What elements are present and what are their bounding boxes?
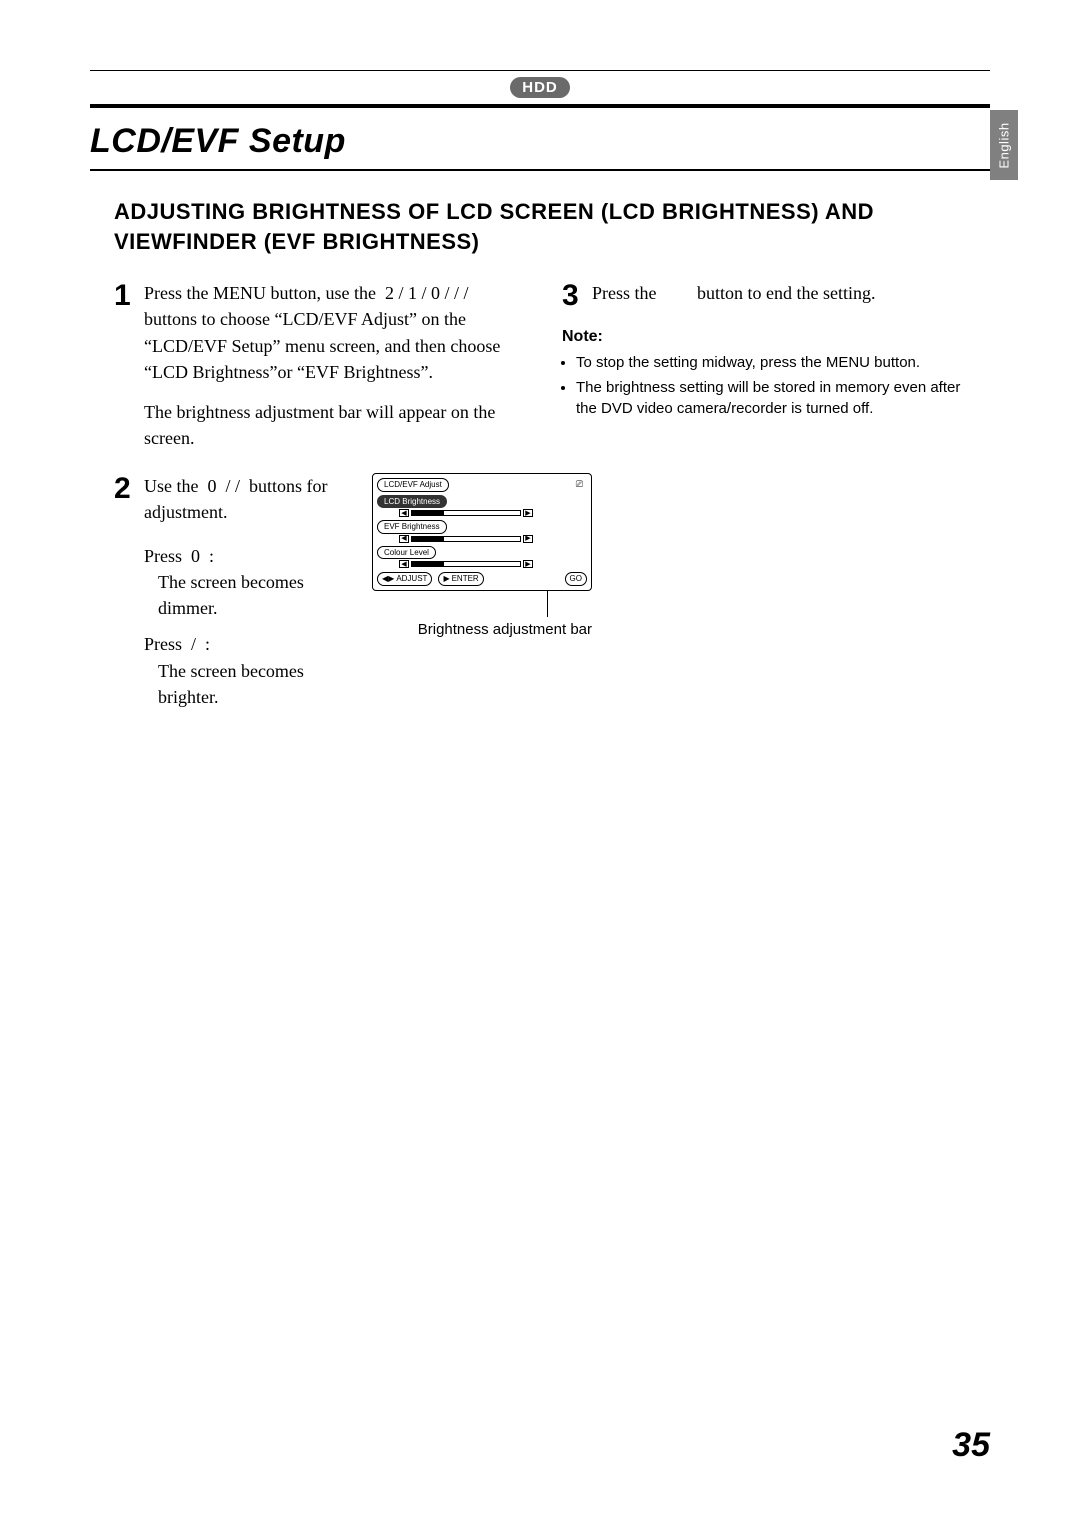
step-2-press0: Press 0 : xyxy=(144,543,354,569)
right-column: 3 Press the button to end the setting. N… xyxy=(562,280,966,731)
step-2-press0-effect: The screen becomes dimmer. xyxy=(158,569,354,621)
slider-right-icon: ▶ xyxy=(523,509,533,517)
step-2-number: 2 xyxy=(114,467,131,511)
osd-title: LCD/EVF Adjust xyxy=(377,478,449,492)
badge-wrap: HDD xyxy=(90,77,990,98)
content-columns: 1 Press the MENU button, use the 2 / 1 /… xyxy=(114,280,966,731)
step-3-number: 3 xyxy=(562,274,579,318)
camera-icon: ⎚ xyxy=(576,478,583,491)
osd-screenshot: LCD/EVF Adjust ⎚ LCD Brightness◀▶EVF Bri… xyxy=(372,473,592,591)
step-2-pressSlash-effect: The screen becomes brighter. xyxy=(158,658,354,710)
step-1-text-b: The brightness adjustment bar will appea… xyxy=(144,399,518,451)
osd-row-label: Colour Level xyxy=(377,546,436,560)
osd-row: LCD Brightness◀▶ xyxy=(377,495,587,518)
sub-heading: ADJUSTING BRIGHTNESS OF LCD SCREEN (LCD … xyxy=(114,197,990,256)
step-2-pressSlash: Press / : xyxy=(144,631,354,657)
osd-row-label: EVF Brightness xyxy=(377,520,447,534)
top-thick-rule xyxy=(90,104,990,108)
osd-slider: ◀▶ xyxy=(399,560,587,568)
osd-caption: Brightness adjustment bar xyxy=(372,621,592,640)
step-2-text: Use the 0 / / buttons for adjustment. Pr… xyxy=(144,473,354,710)
slider-right-icon: ▶ xyxy=(523,560,533,568)
osd-slider: ◀▶ xyxy=(399,535,587,543)
step-2-line1: Use the 0 / / buttons for adjustment. xyxy=(144,473,354,525)
slider-left-icon: ◀ xyxy=(399,509,409,517)
osd-row: Colour Level◀▶ xyxy=(377,546,587,569)
language-tab: English xyxy=(990,110,1018,180)
slider-right-icon: ▶ xyxy=(523,535,533,543)
title-underline xyxy=(90,169,990,171)
left-column: 1 Press the MENU button, use the 2 / 1 /… xyxy=(114,280,518,731)
manual-page: English HDD LCD/EVF Setup ADJUSTING BRIG… xyxy=(0,0,1080,1529)
hdd-badge: HDD xyxy=(510,77,570,98)
osd-row-label: LCD Brightness xyxy=(377,495,447,509)
osd-row: EVF Brightness◀▶ xyxy=(377,520,587,543)
slider-bar xyxy=(411,536,521,542)
step-1-text-a: Press the MENU button, use the 2 / 1 / 0… xyxy=(144,280,518,384)
step-1-number: 1 xyxy=(114,274,131,318)
step-3-text: Press the button to end the setting. xyxy=(592,280,966,306)
page-number: 35 xyxy=(952,1426,990,1465)
section-title: LCD/EVF Setup xyxy=(90,122,990,161)
osd-screenshot-wrap: LCD/EVF Adjust ⎚ LCD Brightness◀▶EVF Bri… xyxy=(372,473,592,640)
note-heading: Note: xyxy=(562,328,966,346)
note-item: The brightness setting will be stored in… xyxy=(576,377,966,419)
slider-bar xyxy=(411,510,521,516)
slider-left-icon: ◀ xyxy=(399,560,409,568)
osd-slider: ◀▶ xyxy=(399,509,587,517)
slider-left-icon: ◀ xyxy=(399,535,409,543)
slider-bar xyxy=(411,561,521,567)
osd-footer-adjust: ◀▶ADJUST xyxy=(377,572,432,586)
note-item: To stop the setting midway, press the ME… xyxy=(576,352,966,373)
step-3: 3 Press the button to end the setting. xyxy=(562,280,966,306)
osd-footer: ◀▶ADJUST ▶ENTER GO xyxy=(377,572,587,586)
top-thin-rule xyxy=(90,70,990,71)
step-2: 2 Use the 0 / / buttons for adjustment. … xyxy=(114,473,518,710)
osd-footer-go: GO xyxy=(565,572,587,586)
note-list: To stop the setting midway, press the ME… xyxy=(562,352,966,419)
step-1: 1 Press the MENU button, use the 2 / 1 /… xyxy=(114,280,518,451)
osd-footer-enter: ▶ENTER xyxy=(438,572,483,586)
language-tab-label: English xyxy=(997,122,1012,168)
